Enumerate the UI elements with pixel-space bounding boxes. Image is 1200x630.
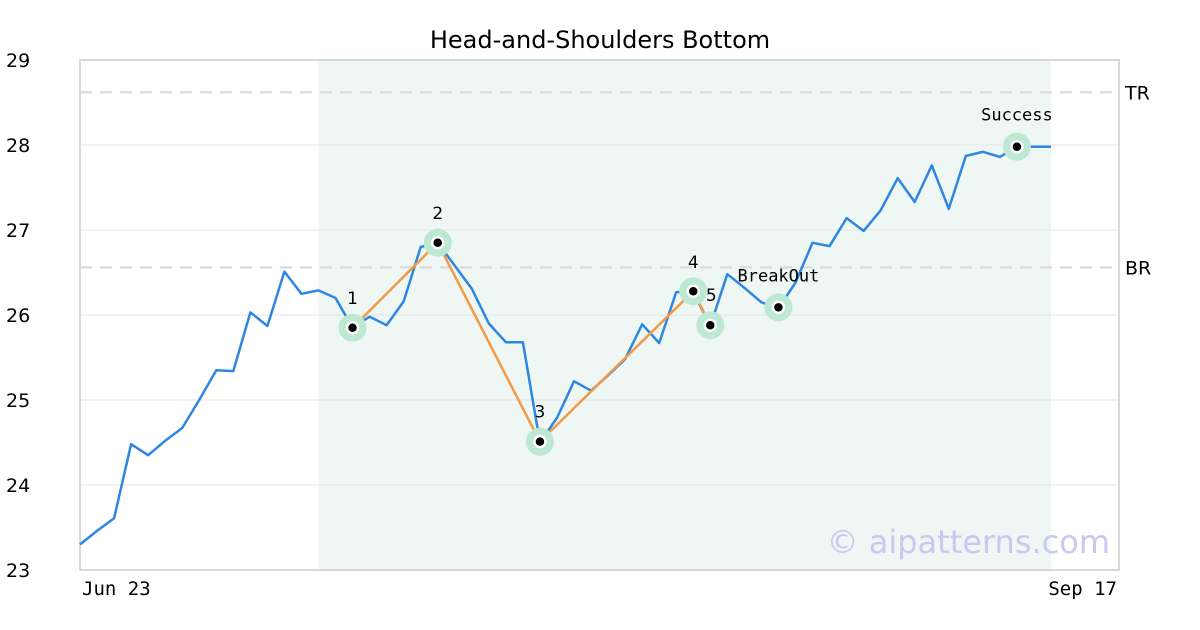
y-tick-label: 29 — [6, 50, 30, 72]
y-tick-label: 27 — [6, 220, 30, 242]
event-marker-success-dot — [1010, 139, 1024, 154]
x-tick-label-start: Jun 23 — [82, 578, 151, 600]
pattern-point-label-1: 1 — [347, 289, 358, 309]
pattern-point-3-dot — [533, 434, 547, 449]
x-tick-label-end: Sep 17 — [1048, 578, 1117, 600]
y-tick-label: 24 — [6, 475, 30, 497]
y-tick-label: 28 — [6, 135, 30, 157]
reference-label-br: BR — [1125, 257, 1151, 279]
watermark: © aipatterns.com — [827, 523, 1110, 561]
event-marker-breakout-dot — [771, 300, 786, 315]
pattern-point-4-dot — [686, 284, 701, 298]
chart-title: Head-and-Shoulders Bottom — [430, 26, 770, 54]
y-tick-label: 25 — [6, 390, 30, 412]
pattern-point-label-5: 5 — [706, 286, 717, 306]
price-line — [79, 145, 1051, 546]
plot-frame — [79, 59, 1120, 571]
event-label-success: Success — [981, 106, 1053, 126]
pattern-point-1-dot — [345, 321, 360, 335]
reference-label-tr: TR — [1124, 82, 1150, 104]
pattern-point-5-dot — [703, 318, 718, 332]
y-tick-label: 23 — [6, 560, 30, 582]
pattern-point-2-dot — [430, 236, 445, 250]
y-tick-label: 26 — [6, 305, 30, 327]
pattern-point-label-3: 3 — [535, 403, 546, 423]
pattern-point-label-2: 2 — [432, 204, 443, 224]
pattern-point-label-4: 4 — [688, 253, 699, 273]
event-label-breakout: BreakOut — [737, 266, 819, 286]
